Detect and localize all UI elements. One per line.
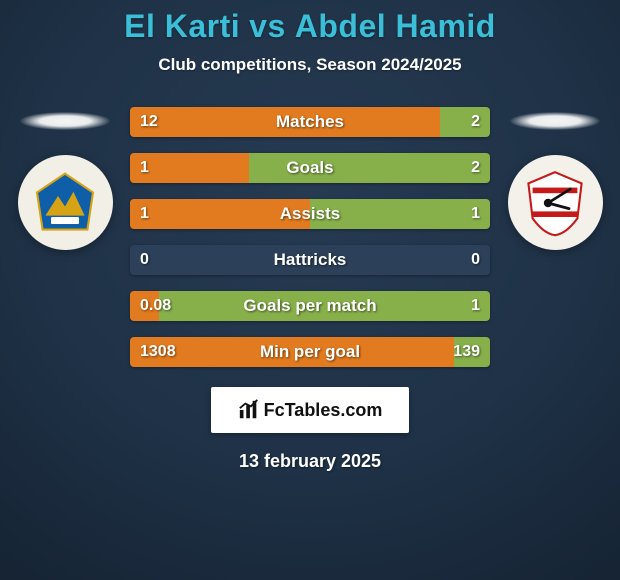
stat-bar: 11Assists <box>130 199 490 229</box>
title-vs: vs <box>249 8 286 45</box>
stats-bars: 122Matches 12Goals 11Assists 00Hattricks 0.0… <box>130 107 490 367</box>
player1-avatar-placeholder <box>20 112 110 130</box>
subtitle: Club competitions, Season 2024/2025 <box>158 55 461 75</box>
stat-bar: 122Matches <box>130 107 490 137</box>
stat-label: Goals per match <box>130 291 490 321</box>
stat-label: Matches <box>130 107 490 137</box>
page-title: El Karti vs Abdel Hamid <box>124 8 496 45</box>
stat-label: Goals <box>130 153 490 183</box>
stat-label: Hattricks <box>130 245 490 275</box>
title-player2: Abdel Hamid <box>295 8 496 45</box>
stat-label: Min per goal <box>130 337 490 367</box>
player2-avatar-placeholder <box>510 112 600 130</box>
stat-label: Assists <box>130 199 490 229</box>
player1-column <box>5 107 125 250</box>
zamalek-crest-icon <box>520 168 590 238</box>
stat-bar: 00Hattricks <box>130 245 490 275</box>
footer-date: 13 february 2025 <box>239 451 381 472</box>
title-player1: El Karti <box>124 8 240 45</box>
stat-bar: 0.081Goals per match <box>130 291 490 321</box>
pyramids-crest-icon <box>30 168 100 238</box>
footer-logo-text: FcTables.com <box>264 400 383 421</box>
footer-logo: FcTables.com <box>211 387 409 433</box>
player1-club-crest <box>18 155 113 250</box>
player2-column <box>495 107 615 250</box>
chart-icon <box>238 399 260 421</box>
stat-bar: 1308139Min per goal <box>130 337 490 367</box>
player2-club-crest <box>508 155 603 250</box>
stat-bar: 12Goals <box>130 153 490 183</box>
